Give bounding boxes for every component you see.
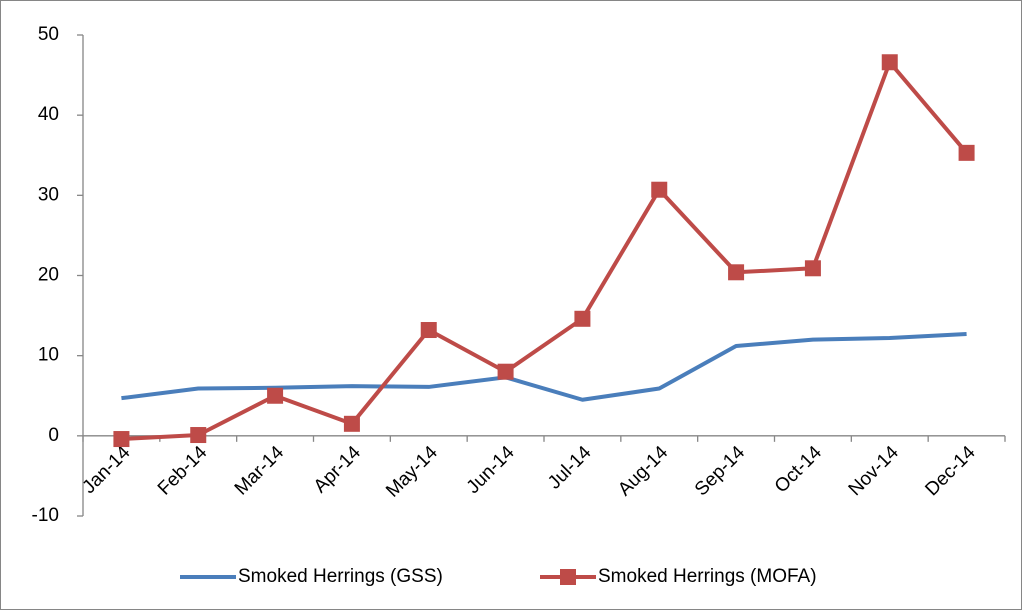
- marker: [267, 387, 284, 404]
- marker: [343, 415, 360, 432]
- legend-marker: [560, 569, 576, 585]
- marker: [113, 431, 130, 448]
- y-tick-label: 40: [38, 104, 59, 125]
- legend-label: Smoked Herrings (MOFA): [598, 566, 817, 587]
- series-line: [121, 60, 969, 442]
- y-tick-label: 0: [48, 425, 59, 446]
- y-tick-label: 10: [38, 345, 59, 366]
- marker: [574, 310, 591, 327]
- marker: [958, 144, 975, 161]
- marker: [804, 260, 821, 277]
- marker: [651, 181, 668, 198]
- y-tick-label: 20: [38, 265, 59, 286]
- y-tick-label: -10: [32, 505, 59, 526]
- marker: [190, 427, 207, 444]
- series-line: [121, 332, 967, 402]
- marker: [420, 322, 437, 339]
- legend-label: Smoked Herrings (GSS): [238, 566, 443, 587]
- marker: [497, 363, 514, 380]
- y-tick-label: 30: [38, 184, 59, 205]
- marker: [728, 264, 745, 281]
- marker: [881, 54, 898, 71]
- y-tick-label: 50: [38, 24, 59, 45]
